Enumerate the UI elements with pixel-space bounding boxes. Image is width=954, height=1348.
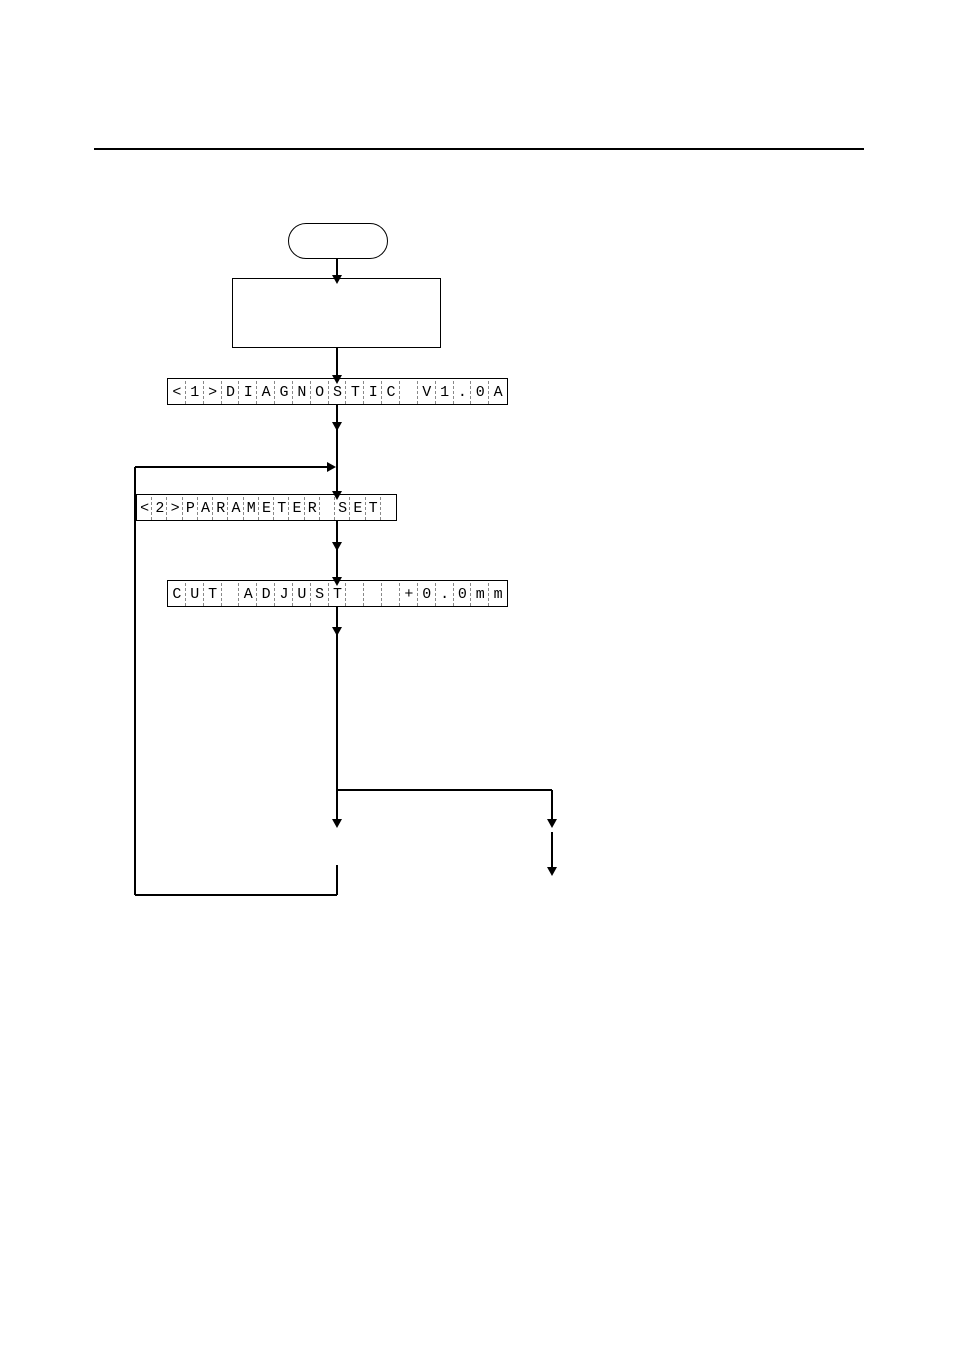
- lcd-cell: <: [168, 379, 186, 406]
- lcd-cell: .: [436, 581, 454, 608]
- lcd-cell: C: [382, 379, 400, 406]
- lcd-cell: E: [350, 495, 365, 522]
- lcd-cell: 1: [186, 379, 204, 406]
- lcd-cell: [364, 581, 382, 608]
- lcd-cell: I: [239, 379, 257, 406]
- lcd-cell: +: [400, 581, 418, 608]
- arrow-down-icon: [332, 819, 342, 828]
- lcd-cell: V: [418, 379, 436, 406]
- lcd-cell: R: [213, 495, 228, 522]
- lcd-cell: S: [311, 581, 329, 608]
- lcd-cell: A: [198, 495, 213, 522]
- lcd-cell: 2: [152, 495, 167, 522]
- terminal-start: [288, 223, 388, 259]
- lcd-cell: >: [204, 379, 222, 406]
- lcd-cell: [400, 379, 418, 406]
- lcd-cell: E: [289, 495, 304, 522]
- lcd-cell: N: [293, 379, 311, 406]
- arrow-right-icon: [327, 462, 336, 472]
- lcd-cell: T: [346, 379, 364, 406]
- arrow-down-icon: [332, 375, 342, 384]
- arrow-down-icon: [547, 819, 557, 828]
- lcd-cell: U: [186, 581, 204, 608]
- lcd-cell: P: [183, 495, 198, 522]
- flow-line-vertical: [336, 545, 338, 580]
- lcd-cell: D: [257, 581, 275, 608]
- lcd-display-2: <2>PARAMETER SET: [136, 494, 397, 521]
- lcd-cell: 1: [436, 379, 454, 406]
- lcd-cell: M: [244, 495, 259, 522]
- lcd-cell: O: [311, 379, 329, 406]
- lcd-cell: [382, 581, 400, 608]
- lcd-cell: >: [167, 495, 182, 522]
- lcd-cell: 0: [471, 379, 489, 406]
- lcd-cell: U: [293, 581, 311, 608]
- flow-line-vertical: [336, 790, 338, 822]
- arrow-down-icon: [332, 275, 342, 284]
- flow-line-vertical: [134, 467, 136, 895]
- lcd-cell: E: [259, 495, 274, 522]
- flow-line-horizontal: [135, 466, 330, 468]
- lcd-cell: [346, 581, 364, 608]
- lcd-cell: 0: [454, 581, 472, 608]
- lcd-cell: J: [275, 581, 293, 608]
- lcd-cell: T: [274, 495, 289, 522]
- lcd-cell: [381, 495, 396, 522]
- lcd-cell: A: [489, 379, 507, 406]
- flow-line-vertical: [551, 832, 553, 870]
- flow-line-vertical: [336, 865, 338, 895]
- flow-line-vertical: [336, 467, 338, 494]
- lcd-cell: T: [366, 495, 381, 522]
- lcd-cell: I: [364, 379, 382, 406]
- lcd-cell: m: [489, 581, 507, 608]
- flow-line-horizontal: [135, 894, 337, 896]
- arrow-down-icon: [332, 577, 342, 586]
- lcd-cell: .: [454, 379, 472, 406]
- lcd-cell: [222, 581, 240, 608]
- lcd-cell: C: [168, 581, 186, 608]
- flow-line-horizontal: [337, 789, 552, 791]
- arrow-down-icon: [547, 867, 557, 876]
- arrow-down-icon: [332, 491, 342, 500]
- lcd-cell: <: [137, 495, 152, 522]
- process-box: [232, 278, 441, 348]
- lcd-cell: D: [222, 379, 240, 406]
- flow-line-vertical: [336, 348, 338, 378]
- header-divider: [94, 148, 864, 150]
- lcd-cell: 0: [418, 581, 436, 608]
- lcd-cell: A: [228, 495, 243, 522]
- flow-line-vertical: [551, 790, 553, 822]
- lcd-cell: A: [239, 581, 257, 608]
- page-header: [94, 78, 864, 144]
- lcd-cell: A: [257, 379, 275, 406]
- lcd-cell: G: [275, 379, 293, 406]
- lcd-cell: T: [204, 581, 222, 608]
- flow-line-vertical: [336, 630, 338, 790]
- lcd-cell: m: [471, 581, 489, 608]
- lcd-cell: R: [305, 495, 320, 522]
